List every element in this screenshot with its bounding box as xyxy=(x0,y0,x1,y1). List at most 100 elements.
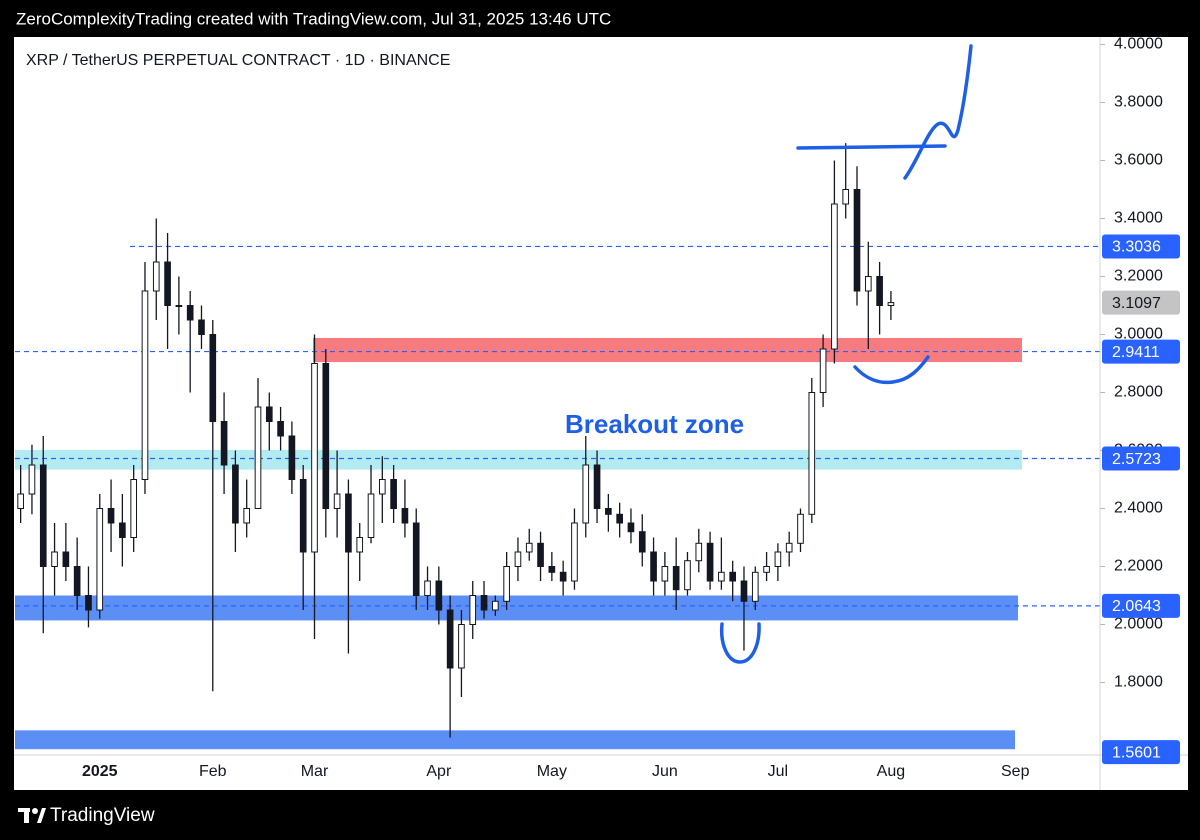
candle-body xyxy=(288,435,296,480)
candle-body xyxy=(356,537,364,553)
candle-body xyxy=(842,189,850,205)
candle-body xyxy=(831,203,838,350)
y-tick-label: 3.8000 xyxy=(1114,94,1163,111)
candle-body xyxy=(412,522,420,596)
candle-body xyxy=(220,421,228,466)
candle-body xyxy=(853,189,861,292)
annotation: Breakout zone xyxy=(565,409,744,439)
candle-body xyxy=(774,551,782,567)
drawn-circle xyxy=(719,622,761,664)
level-label-bg xyxy=(1102,740,1180,765)
x-tick-label: Mar xyxy=(301,763,329,780)
candle-body xyxy=(265,406,273,422)
candle-body xyxy=(141,290,149,480)
zone xyxy=(313,337,1022,363)
level-label: 2.5723 xyxy=(1112,451,1161,468)
candle-body xyxy=(819,348,827,393)
candle-body xyxy=(311,363,318,553)
level-label-bg xyxy=(1102,339,1180,364)
brand-logo xyxy=(18,808,46,823)
brand: TradingView xyxy=(50,805,155,826)
candle-body xyxy=(164,261,171,306)
zone xyxy=(15,595,1018,621)
candle-body xyxy=(322,363,330,509)
candle-body xyxy=(638,531,646,553)
candle-body xyxy=(729,571,737,582)
candle-body xyxy=(424,580,431,596)
candle-body xyxy=(107,508,115,524)
candle-body xyxy=(514,551,522,567)
candle-body xyxy=(401,508,409,524)
candle-body xyxy=(480,595,488,611)
level-label: 1.5601 xyxy=(1112,744,1161,761)
candle-body xyxy=(130,479,137,538)
candle-body xyxy=(378,479,386,495)
level-label-bg xyxy=(1102,234,1180,259)
y-tick-label: 1.8000 xyxy=(1114,674,1163,691)
candle-body xyxy=(492,600,499,611)
candle-body xyxy=(797,513,804,544)
chart-title: XRP / TetherUS PERPETUAL CONTRACT · 1D ·… xyxy=(26,52,450,69)
candle-body xyxy=(175,305,183,307)
drawn-curve xyxy=(853,355,930,385)
drawn-arrow xyxy=(903,44,973,180)
candle-body xyxy=(548,566,556,573)
y-tick-label: 3.0000 xyxy=(1114,326,1163,343)
candle-body xyxy=(650,551,657,582)
y-tick-label: 2.0000 xyxy=(1114,616,1163,633)
candle-body xyxy=(695,542,703,562)
level-label: 3.1097 xyxy=(1112,295,1161,312)
level-label: 2.9411 xyxy=(1112,344,1160,361)
candle-body xyxy=(763,566,770,573)
candle-body xyxy=(28,464,36,495)
candle-body xyxy=(616,513,623,524)
candle-body xyxy=(582,464,590,524)
y-tick-label: 2.2000 xyxy=(1114,558,1163,575)
candle-body xyxy=(232,464,239,524)
candle-body xyxy=(537,542,544,567)
candle-body xyxy=(243,508,251,524)
candle-body xyxy=(672,566,680,591)
candle-body xyxy=(209,334,217,422)
candle-body xyxy=(661,566,669,582)
level-label: 2.0643 xyxy=(1112,598,1161,615)
candle-body xyxy=(503,566,510,602)
x-tick-label: Jul xyxy=(768,763,788,780)
candle-body xyxy=(39,464,47,567)
candle-body xyxy=(785,542,793,553)
attribution: ZeroComplexityTrading created with Tradi… xyxy=(16,9,611,28)
y-tick-label: 4.0000 xyxy=(1114,36,1163,53)
candle-body xyxy=(254,406,262,509)
x-tick-label: 2025 xyxy=(82,763,118,780)
candle-body xyxy=(718,571,725,582)
logo-part xyxy=(24,808,29,823)
logo-part xyxy=(32,808,38,814)
level-label-bg xyxy=(1102,593,1180,618)
candle-body xyxy=(605,508,612,515)
y-tick-label: 3.4000 xyxy=(1114,210,1163,227)
candle-body xyxy=(96,508,104,611)
candle-body xyxy=(62,551,70,567)
candle-body xyxy=(198,319,205,335)
y-tick-label: 2.4000 xyxy=(1114,500,1163,517)
drawn-line xyxy=(796,144,947,150)
zone xyxy=(15,449,1022,470)
candle-body xyxy=(808,392,816,515)
candle-body xyxy=(593,464,601,509)
candle-body xyxy=(85,595,92,611)
level-label: 3.3036 xyxy=(1112,239,1161,256)
candle-body xyxy=(706,542,714,582)
x-tick-label: Feb xyxy=(199,763,227,780)
zone xyxy=(15,730,1015,750)
x-tick-label: Apr xyxy=(426,763,452,780)
candle-body xyxy=(333,493,341,509)
y-tick-label: 3.2000 xyxy=(1114,268,1163,285)
candle-body xyxy=(277,421,284,437)
candle-body xyxy=(367,493,375,538)
y-tick-label: 2.8000 xyxy=(1114,384,1163,401)
candle-body xyxy=(152,261,160,292)
x-tick-label: May xyxy=(537,763,567,780)
title-bg xyxy=(16,48,486,74)
